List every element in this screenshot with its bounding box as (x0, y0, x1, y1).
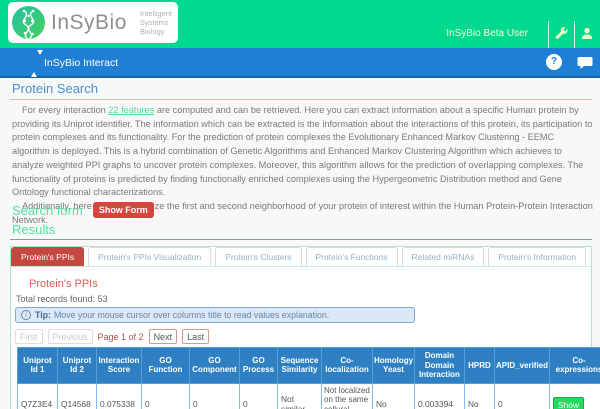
help-icon[interactable]: ? (546, 54, 562, 70)
header-divider (548, 21, 549, 48)
cell-domain-domain-interaction: 0.003394 (414, 382, 465, 409)
col-uniprot-id-2: Uniprot Id 2 (57, 347, 97, 384)
tagline-line3: Biology (139, 27, 165, 36)
tip-text: Move your mouse cursor over columns titl… (53, 310, 330, 320)
cell-go-component: 0 (189, 382, 240, 409)
logged-in-user: InSyBio Beta User (446, 28, 528, 39)
cell-go-function: 0 (141, 382, 190, 409)
tab-protein-information[interactable]: Protein's Information (488, 247, 587, 266)
app-header: InSyBio Intelligent Systems Biology InSy… (0, 0, 600, 48)
cell-uniprot-id-2: Q14568 (57, 382, 97, 409)
tab-protein-functions[interactable]: Protein's Functions (305, 247, 398, 266)
info-icon: i (21, 310, 31, 320)
tab-protein-clusters[interactable]: Protein's Clusters (215, 247, 302, 266)
search-form-row: Search form Show Form (12, 202, 154, 218)
show-form-button[interactable]: Show Form (92, 202, 154, 218)
col-homology-yeast: Homology Yeast (372, 347, 415, 384)
panel-heading: Protein's PPIs (29, 278, 98, 290)
chat-icon[interactable] (577, 56, 593, 75)
collapse-arrows-icon[interactable] (31, 50, 43, 77)
table-row: Q7Z3E4 Q14568 0.075338 0 0 0 Not similar… (17, 382, 600, 409)
user-icon[interactable] (580, 27, 594, 46)
tab-proteins-ppis[interactable]: Protein's PPIs (11, 247, 85, 266)
intro-text: For every interaction 22 features are co… (12, 104, 594, 227)
features-link[interactable]: 22 features (108, 105, 155, 115)
col-apid-verified: APID_verified (494, 347, 550, 384)
additional-paragraph: Additionally, here you can visualize the… (12, 200, 593, 225)
col-interaction-score: Interaction Score (96, 347, 142, 384)
pagination: First Previous Page 1 of 2 Next Last (15, 329, 591, 344)
last-page-button[interactable]: Last (182, 329, 210, 344)
col-go-process: GO Process (239, 347, 278, 384)
app-navbar: InSyBio Interact ? (0, 48, 600, 78)
tab-ppis-visualization[interactable]: Protein's PPIs Visualization (88, 247, 212, 266)
cell-interaction-score: 0.075338 (96, 382, 142, 409)
tagline-line1: Intelligent (139, 9, 172, 18)
next-page-button[interactable]: Next (148, 329, 178, 344)
results-title: Results (12, 222, 56, 237)
cell-uniprot-id-1: Q7Z3E4 (17, 382, 58, 409)
logo-tagline: Intelligent Systems Biology (140, 9, 172, 36)
table-header-row: Uniprot Id 1 Uniprot Id 2 Interaction Sc… (17, 347, 600, 384)
total-records: Total records found: 53 (16, 294, 108, 304)
col-domain-domain-interaction: Domain Domain Interaction (414, 347, 465, 384)
show-coexpressions-button[interactable]: Show (553, 397, 584, 409)
col-go-function: GO Function (141, 347, 190, 384)
col-uniprot-id-1: Uniprot Id 1 (17, 347, 58, 384)
logo-wordmark: InSyBio (51, 10, 127, 34)
intro-text-start: For every interaction (22, 105, 109, 115)
cell-hprd: No (464, 382, 495, 409)
intro-paragraph: For every interaction 22 features are co… (12, 104, 594, 200)
results-tab-bar: Protein's PPIs Protein's PPIs Visualizat… (11, 247, 591, 267)
cell-co-localization: Not localized on the same cellural compa… (321, 382, 373, 409)
title-divider (10, 99, 592, 100)
results-divider (10, 239, 592, 240)
tab-related-mirnas[interactable]: Related miRNAs (401, 247, 485, 266)
page-title: Protein Search (12, 81, 98, 96)
dna-logo-icon (12, 6, 45, 39)
wrench-icon[interactable] (554, 26, 569, 46)
app-title: InSyBio Interact (44, 57, 119, 69)
tip-label: Tip: (35, 310, 51, 320)
intro-text-rest: are computed and can be retrieved. Here … (12, 105, 593, 198)
cell-apid-verified: 0 (494, 382, 550, 409)
header-divider (574, 21, 575, 48)
results-panel: Protein's PPIs Protein's PPIs Visualizat… (10, 246, 600, 409)
tip-box: i Tip: Move your mouse cursor over colum… (15, 307, 415, 323)
cell-homology-yeast: No (372, 382, 415, 409)
cell-sequence-similarity: Not similar (277, 382, 322, 409)
search-form-title: Search form (12, 202, 83, 218)
insybio-logo[interactable]: InSyBio Intelligent Systems Biology (8, 2, 178, 43)
ppi-table: Uniprot Id 1 Uniprot Id 2 Interaction Sc… (17, 347, 600, 409)
col-co-localization: Co-localization (321, 347, 373, 384)
col-sequence-similarity: Sequence Similarity (277, 347, 322, 384)
col-hprd: HPRD (464, 347, 495, 384)
page-indicator: Page 1 of 2 (97, 331, 144, 342)
first-page-button[interactable]: First (15, 329, 43, 344)
cell-go-process: 0 (239, 382, 278, 409)
cell-co-expressions: Show (549, 382, 600, 409)
tagline-line2: Systems (139, 18, 169, 27)
col-go-component: GO Component (189, 347, 240, 384)
col-co-expressions: Co-expressions (549, 347, 600, 384)
previous-page-button[interactable]: Previous (47, 329, 93, 344)
